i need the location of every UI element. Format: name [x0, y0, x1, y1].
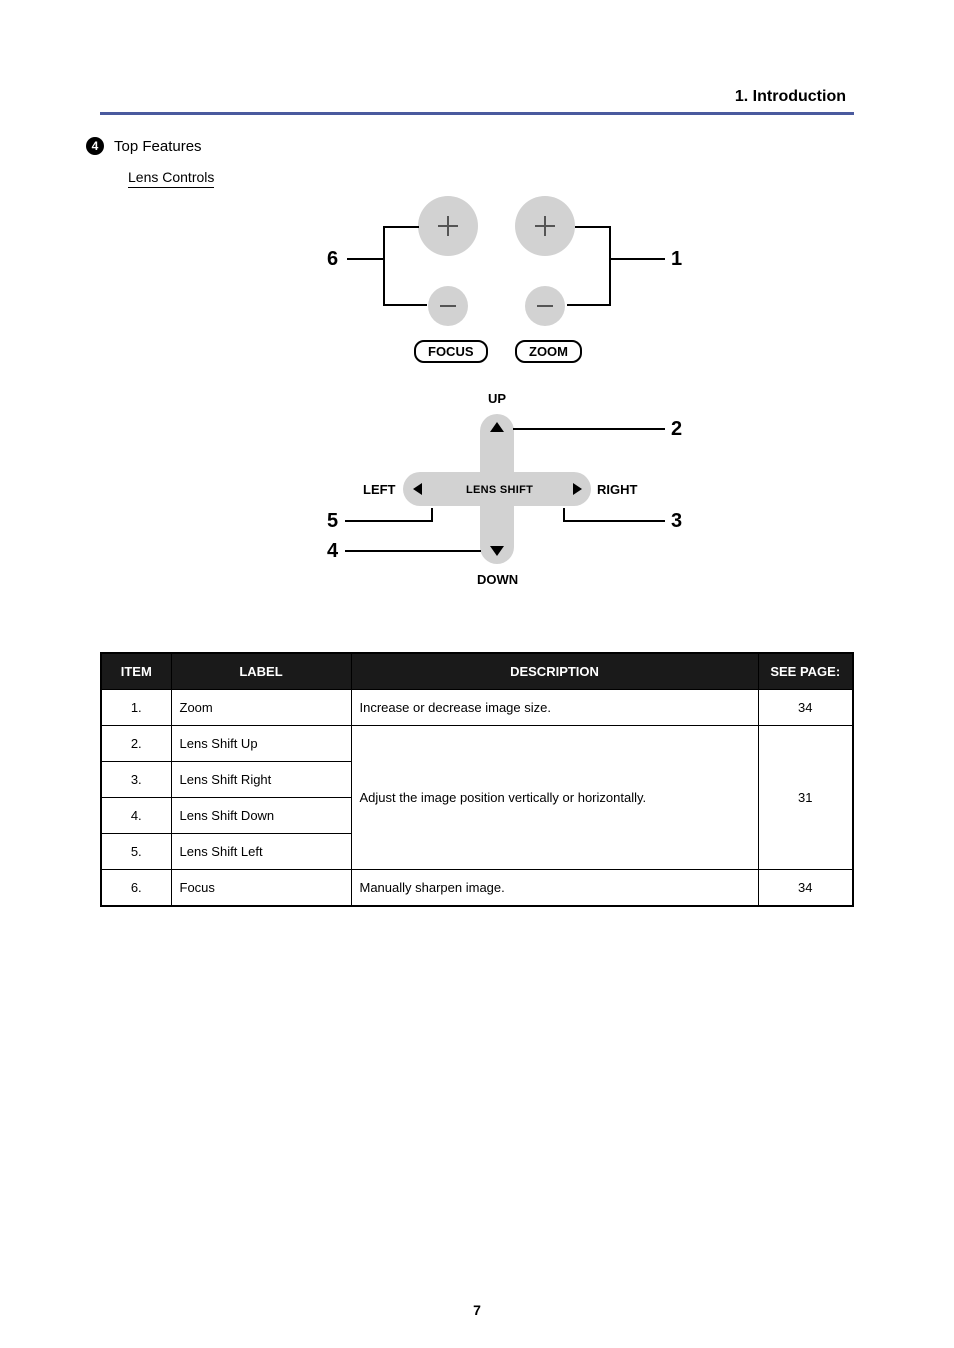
bullet-heading: 4 Top Features: [86, 137, 854, 155]
leader-line: [575, 226, 611, 228]
zoom-plus-button[interactable]: [515, 196, 575, 256]
zoom-label: ZOOM: [515, 340, 582, 363]
right-label: RIGHT: [597, 482, 637, 497]
cell-label: Lens Shift Up: [171, 726, 351, 762]
cell-label: Zoom: [171, 690, 351, 726]
table-header-row: ITEM LABEL DESCRIPTION SEE PAGE:: [101, 653, 853, 690]
leader-line: [513, 428, 665, 430]
lens-shift-right-icon: [573, 483, 582, 495]
cell-label: Lens Shift Down: [171, 798, 351, 834]
th-page: SEE PAGE:: [758, 653, 853, 690]
page-number: 7: [0, 1302, 954, 1318]
cell-item: 3.: [101, 762, 171, 798]
subheading: Lens Controls: [128, 169, 214, 188]
up-label: UP: [488, 391, 506, 406]
header-rule: [100, 112, 854, 115]
section-header: 1. Introduction: [100, 88, 854, 106]
table-row: 1. Zoom Increase or decrease image size.…: [101, 690, 853, 726]
cell-label: Focus: [171, 870, 351, 907]
leader-line: [609, 258, 665, 260]
th-label: LABEL: [171, 653, 351, 690]
th-item: ITEM: [101, 653, 171, 690]
cell-desc: Increase or decrease image size.: [351, 690, 758, 726]
bullet-number-icon: 4: [86, 137, 104, 155]
callout-2: 2: [671, 418, 682, 441]
table-row: 6. Focus Manually sharpen image. 34: [101, 870, 853, 907]
leader-line: [345, 550, 481, 552]
bullet-title: Top Features: [114, 138, 202, 155]
callout-1: 1: [671, 248, 682, 271]
cell-item: 5.: [101, 834, 171, 870]
lens-controls-diagram: FOCUS ZOOM 6 1 LENS SHIFT UP DOWN LEFT R…: [217, 196, 737, 636]
cell-item: 4.: [101, 798, 171, 834]
cell-page: 34: [758, 870, 853, 907]
focus-label: FOCUS: [414, 340, 488, 363]
leader-line: [383, 226, 385, 306]
leader-line: [573, 520, 665, 522]
cell-desc: Manually sharpen image.: [351, 870, 758, 907]
cell-desc: Adjust the image position vertically or …: [351, 726, 758, 870]
lens-shift-up-icon: [490, 422, 504, 432]
leader-line: [345, 520, 425, 522]
callout-4: 4: [327, 540, 338, 563]
leader-line: [383, 226, 419, 228]
cell-page: 34: [758, 690, 853, 726]
lens-shift-left-icon: [413, 483, 422, 495]
leader-line: [347, 258, 383, 260]
lens-shift-label: LENS SHIFT: [466, 484, 533, 496]
callout-3: 3: [671, 510, 682, 533]
cell-item: 2.: [101, 726, 171, 762]
features-table: ITEM LABEL DESCRIPTION SEE PAGE: 1. Zoom…: [100, 652, 854, 907]
callout-6: 6: [327, 248, 338, 271]
leader-line: [609, 226, 611, 306]
cell-item: 1.: [101, 690, 171, 726]
cell-label: Lens Shift Left: [171, 834, 351, 870]
cell-item: 6.: [101, 870, 171, 907]
leader-line: [567, 304, 611, 306]
callout-5: 5: [327, 510, 338, 533]
focus-minus-button[interactable]: [428, 286, 468, 326]
leader-line: [383, 304, 427, 306]
cell-label: Lens Shift Right: [171, 762, 351, 798]
th-desc: DESCRIPTION: [351, 653, 758, 690]
lens-shift-down-icon: [490, 546, 504, 556]
leader-line: [563, 508, 573, 522]
zoom-minus-button[interactable]: [525, 286, 565, 326]
left-label: LEFT: [363, 482, 396, 497]
focus-plus-button[interactable]: [418, 196, 478, 256]
table-row: 2. Lens Shift Up Adjust the image positi…: [101, 726, 853, 762]
cell-page: 31: [758, 726, 853, 870]
down-label: DOWN: [477, 572, 518, 587]
